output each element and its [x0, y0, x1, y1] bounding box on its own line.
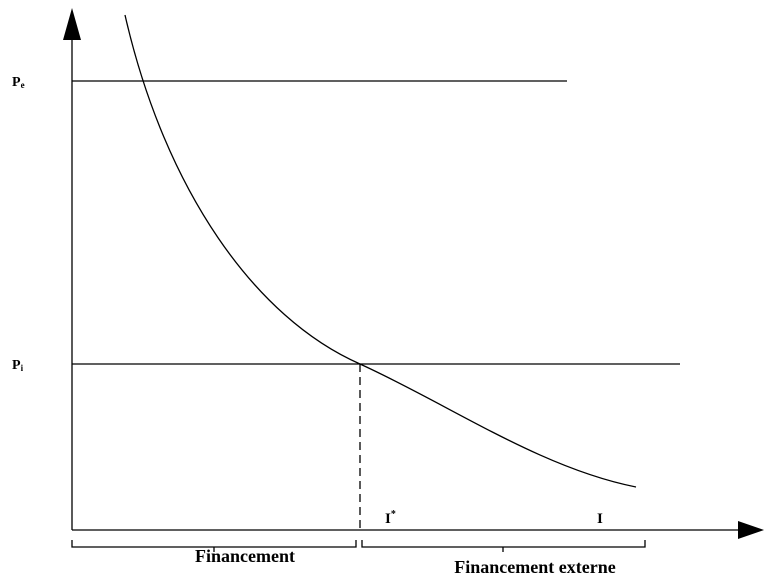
curve	[124, 14, 637, 488]
x-axis-arrow	[738, 521, 764, 539]
brace	[71, 540, 357, 552]
y-axis-arrow	[63, 8, 81, 40]
brace	[361, 540, 646, 552]
price-label: Pe	[12, 75, 25, 90]
brace-label: Financement externe	[454, 557, 615, 577]
x-label: I*	[385, 509, 396, 527]
x-label: I	[597, 511, 603, 527]
brace-label: Financement	[195, 546, 295, 566]
price-label: Pi	[12, 358, 24, 373]
